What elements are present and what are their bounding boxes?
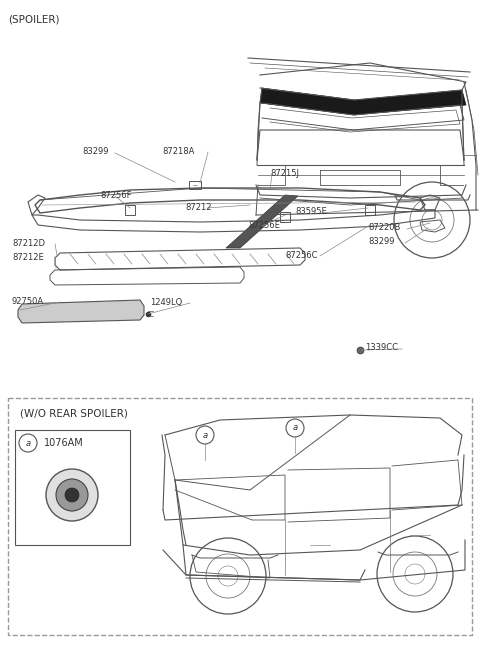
Text: 87218A: 87218A: [162, 147, 194, 157]
Polygon shape: [226, 195, 298, 248]
Text: 87256E: 87256E: [248, 221, 280, 229]
Text: a: a: [203, 430, 207, 440]
Text: 87256C: 87256C: [285, 250, 317, 259]
Text: 87212D: 87212D: [12, 238, 45, 248]
Text: 87220B: 87220B: [368, 223, 400, 233]
Text: 83299: 83299: [368, 238, 395, 246]
Circle shape: [65, 488, 79, 502]
Text: a: a: [292, 424, 298, 432]
Text: (SPOILER): (SPOILER): [8, 14, 60, 24]
Circle shape: [286, 419, 304, 437]
Polygon shape: [260, 88, 466, 115]
Circle shape: [19, 434, 37, 452]
Polygon shape: [18, 300, 144, 323]
Text: 87256F: 87256F: [100, 191, 132, 200]
Circle shape: [196, 426, 214, 444]
Text: 87215J: 87215J: [270, 168, 299, 178]
Text: 1339CC: 1339CC: [365, 343, 398, 352]
Circle shape: [56, 479, 88, 511]
Text: 87212E: 87212E: [12, 252, 44, 261]
Text: 83299: 83299: [82, 147, 108, 157]
Text: 1249LQ: 1249LQ: [150, 299, 182, 307]
Text: 83595E: 83595E: [295, 208, 327, 217]
Text: 92750A: 92750A: [12, 297, 44, 307]
Text: 1076AM: 1076AM: [44, 438, 84, 448]
Text: 87212: 87212: [185, 204, 212, 212]
Text: a: a: [25, 438, 31, 447]
Circle shape: [46, 469, 98, 521]
Polygon shape: [15, 430, 130, 545]
Text: (W/O REAR SPOILER): (W/O REAR SPOILER): [20, 408, 128, 418]
